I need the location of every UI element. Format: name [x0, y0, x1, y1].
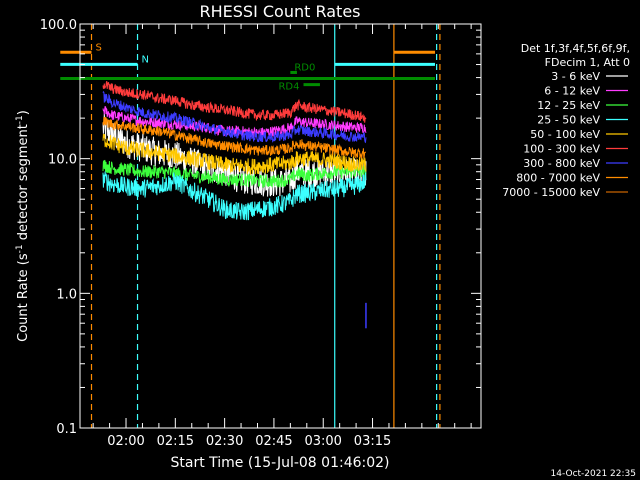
series-line: [102, 159, 367, 188]
series-line: [102, 80, 367, 123]
series-line: [102, 171, 367, 221]
legend-entry-label: 800 - 7000 keV: [516, 172, 600, 185]
legend-entry-label: 300 - 800 keV: [523, 157, 600, 170]
series-line: [102, 133, 367, 176]
plot-area: S N RD0 RD4: [60, 24, 441, 428]
series-line: [102, 105, 367, 138]
series-line: [102, 90, 367, 144]
legend-entry-label: 50 - 100 keV: [530, 128, 600, 141]
legend-entry-label: 3 - 6 keV: [551, 70, 600, 83]
state-bar-label: S: [96, 42, 102, 53]
y-axis-label-end: ): [16, 110, 31, 115]
x-tick-label: 02:15: [157, 434, 194, 449]
legend-entry-label: 25 - 50 keV: [537, 114, 600, 127]
legend-entry-label: 6 - 12 keV: [544, 85, 600, 98]
legend-entry-label: 12 - 25 keV: [537, 99, 600, 112]
y-tick-label: 1.0: [56, 287, 77, 302]
y-axis-label-main: Count Rate (s: [16, 253, 31, 342]
x-tick-label: 02:30: [206, 434, 243, 449]
x-axis: 02:00 02:15 02:30 02:45 03:00 03:15: [92, 24, 472, 449]
x-tick-label: 02:00: [107, 434, 144, 449]
y-axis-label: Count Rate (s-1 detector segment-1): [15, 110, 31, 342]
x-tick-label: 03:00: [304, 434, 341, 449]
series-line: [102, 113, 367, 197]
y-axis-label-mid: detector segment: [16, 124, 31, 244]
series-line: [102, 116, 366, 159]
legend-entry-label: 7000 - 15000 keV: [502, 186, 600, 199]
legend: Det 1f,3f,4f,5f,6f,9f,FDecim 1, Att 03 -…: [502, 42, 630, 199]
legend-header: Det 1f,3f,4f,5f,6f,9f,: [521, 42, 630, 55]
chart-title: RHESSI Count Rates: [200, 2, 361, 21]
state-bar-label: RD0: [294, 62, 315, 73]
x-tick-label: 02:45: [255, 434, 292, 449]
y-axis-label-sup: -1: [15, 244, 25, 253]
y-tick-label: 100.0: [40, 18, 77, 33]
legend-entry-label: 100 - 300 keV: [523, 143, 600, 156]
y-tick-label: 10.0: [48, 153, 77, 168]
state-bar-label: N: [142, 54, 149, 65]
legend-header: FDecim 1, Att 0: [545, 56, 630, 69]
x-axis-label: Start Time (15-Jul-08 01:46:02): [170, 455, 389, 471]
y-axis-label-sup2: -1: [15, 115, 25, 124]
y-tick-label: 0.1: [56, 422, 77, 437]
footer-timestamp: 14-Oct-2021 22:35: [551, 469, 636, 479]
state-bar-label: RD4: [278, 82, 299, 93]
x-tick-label: 03:15: [354, 434, 391, 449]
plot-frame: [79, 23, 482, 429]
y-axis: 0.1 1.0 10.0 100.0: [40, 18, 481, 437]
